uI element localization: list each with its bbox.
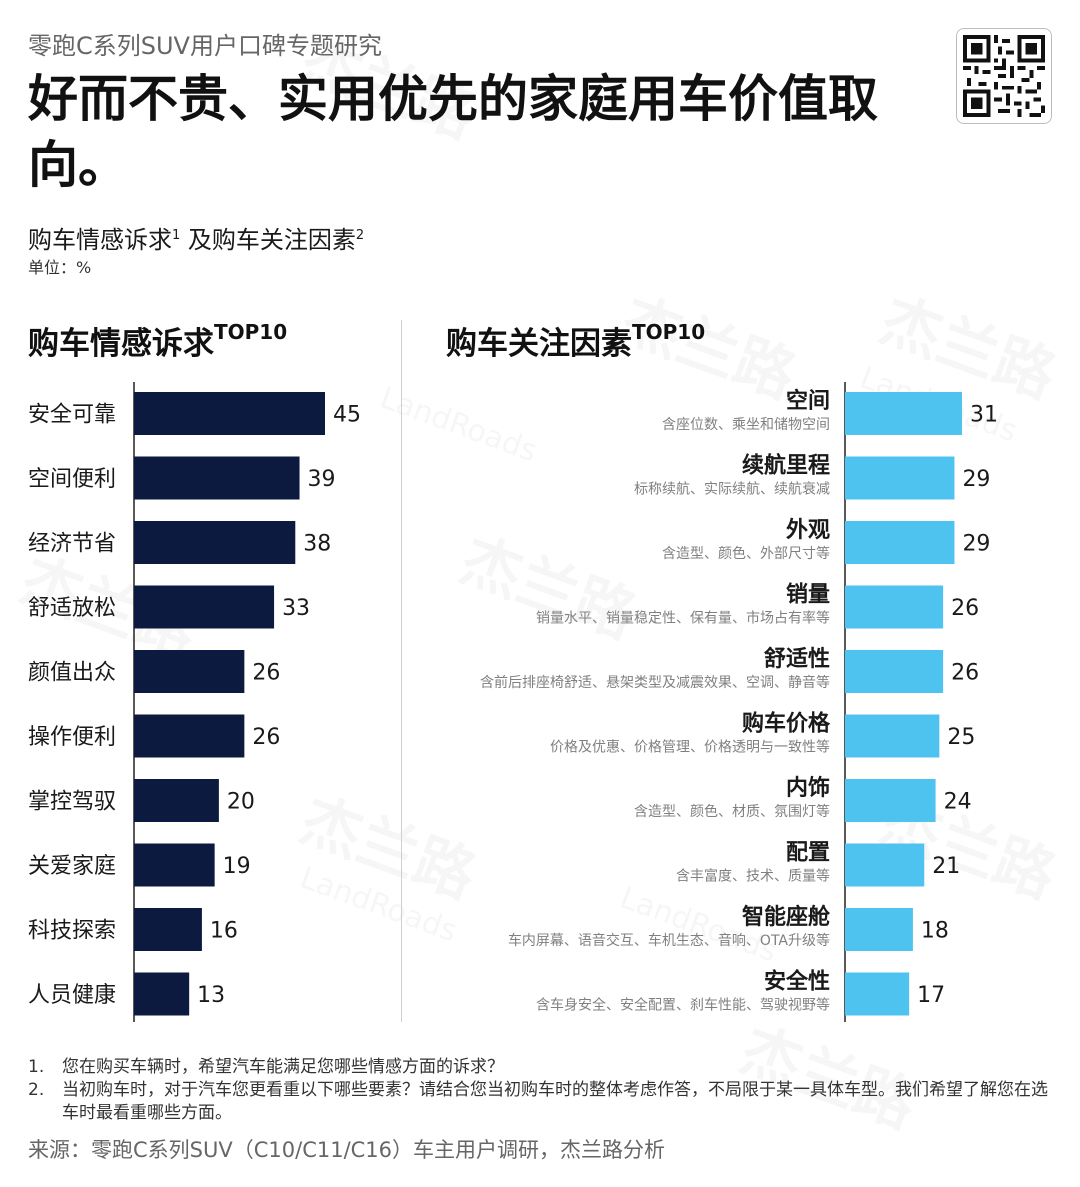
right-value-label: 18: [921, 919, 949, 944]
right-bar: [845, 521, 955, 564]
right-category-label: 销量: [786, 583, 830, 608]
right-bar: [845, 972, 910, 1016]
right-category-label: 续航里程: [742, 453, 830, 479]
footnotes: 1. 您在购买车辆时，希望汽车能满足您哪些情感方面的诉求？ 2. 当初购车时，对于汽…: [28, 1056, 1058, 1125]
right-category-label: 安全性: [764, 969, 830, 995]
right-bar: [845, 908, 913, 951]
left-bar: [134, 650, 245, 693]
right-value-label: 21: [932, 854, 960, 879]
right-category-description: 含造型、颜色、外部尺寸等: [662, 545, 830, 562]
left-category-label: 操作便利: [28, 725, 116, 750]
right-bar: [845, 585, 944, 629]
left-bar: [134, 456, 300, 500]
right-value-label: 29: [962, 532, 990, 557]
right-bar: [845, 843, 925, 887]
qr-code-graphic: [963, 35, 1045, 117]
qr-code-icon[interactable]: [956, 28, 1052, 124]
left-value-label: 45: [333, 403, 361, 428]
footnote-1: 1. 您在购买车辆时，希望汽车能满足您哪些情感方面的诉求？: [28, 1057, 504, 1077]
right-bar: [845, 779, 936, 822]
left-panel-title: 购车情感诉求TOP10: [28, 319, 288, 362]
left-value-label: 38: [303, 532, 331, 557]
left-category-label: 颜值出众: [28, 661, 116, 686]
right-category-description: 车内屏幕、语音交互、车机生态、音响、OTA升级等: [508, 932, 830, 949]
right-bar: [845, 714, 940, 758]
left-value-label: 13: [197, 983, 225, 1008]
right-category-description: 标称续航、实际续航、续航衰减: [634, 481, 830, 498]
right-category-label: 内饰: [786, 775, 830, 801]
right-value-label: 24: [944, 790, 972, 815]
series-title: 零跑C系列SUV用户口碑专题研究: [28, 32, 382, 60]
footnote-2: 2. 当初购车时，对于汽车您更看重以下哪些要素？请结合您当初购车时的整体考虑作答，…: [28, 1080, 1048, 1123]
right-category-description: 含座位数、乘坐和储物空间: [662, 417, 830, 433]
left-category-label: 关爱家庭: [28, 854, 116, 879]
right-category-description: 销量水平、销量稳定性、保有量、市场占有率等: [536, 610, 830, 627]
right-category-label: 配置: [786, 841, 830, 866]
right-value-label: 26: [951, 661, 979, 686]
left-bar: [134, 779, 219, 822]
right-category-description: 含丰富度、技术、质量等: [676, 868, 830, 885]
right-bar: [845, 650, 944, 693]
right-bar: [845, 456, 955, 500]
left-category-label: 科技探索: [28, 919, 116, 944]
left-category-label: 舒适放松: [28, 596, 116, 621]
right-category-label: 空间: [786, 388, 830, 414]
left-value-label: 20: [227, 790, 255, 815]
right-bar: [845, 392, 962, 435]
chart-subtitle: 购车情感诉求1 及购车关注因素2: [28, 226, 365, 254]
page-title: 好而不贵、实用优先的家庭用车价值取向。: [28, 70, 878, 194]
left-value-label: 26: [252, 661, 280, 686]
right-category-label: 外观: [786, 517, 830, 543]
left-value-label: 26: [252, 725, 280, 750]
left-category-label: 经济节省: [28, 532, 116, 557]
left-category-label: 空间便利: [28, 467, 116, 492]
right-category-label: 购车价格: [742, 711, 831, 737]
panel-divider: [401, 320, 402, 1022]
right-value-label: 25: [947, 725, 975, 750]
right-category-description: 含车身安全、安全配置、刹车性能、驾驶视野等: [536, 997, 830, 1014]
left-value-label: 19: [223, 854, 251, 879]
left-bar: [134, 908, 202, 951]
right-category-label: 舒适性: [764, 646, 830, 672]
left-value-label: 33: [282, 596, 310, 621]
right-value-label: 29: [962, 467, 990, 492]
left-bar: [134, 714, 245, 758]
left-bar: [134, 392, 325, 435]
left-value-label: 39: [308, 467, 336, 492]
left-category-label: 人员健康: [28, 983, 116, 1008]
right-panel-title: 购车关注因素TOP10: [446, 319, 706, 362]
left-bar: [134, 843, 215, 887]
right-value-label: 31: [970, 403, 998, 428]
left-category-label: 掌控驾驭: [28, 790, 116, 815]
left-category-label: 安全可靠: [28, 403, 116, 428]
right-category-description: 含造型、颜色、材质、氛围灯等: [634, 803, 830, 820]
right-value-label: 17: [917, 983, 945, 1008]
right-category-description: 含前后排座椅舒适、悬架类型及减震效果、空调、静音等: [480, 674, 830, 691]
right-category-label: 智能座舱: [742, 904, 831, 930]
right-value-label: 26: [951, 596, 979, 621]
left-value-label: 16: [210, 919, 238, 944]
source-note: 来源：零跑C系列SUV（C10/C11/C16）车主用户调研，杰兰路分析: [28, 1138, 666, 1162]
left-bar: [134, 521, 296, 564]
unit-label: 单位：%: [28, 258, 92, 277]
left-bar: [134, 972, 190, 1016]
right-category-description: 价格及优惠、价格管理、价格透明与一致性等: [550, 739, 830, 756]
left-bar: [134, 585, 275, 629]
